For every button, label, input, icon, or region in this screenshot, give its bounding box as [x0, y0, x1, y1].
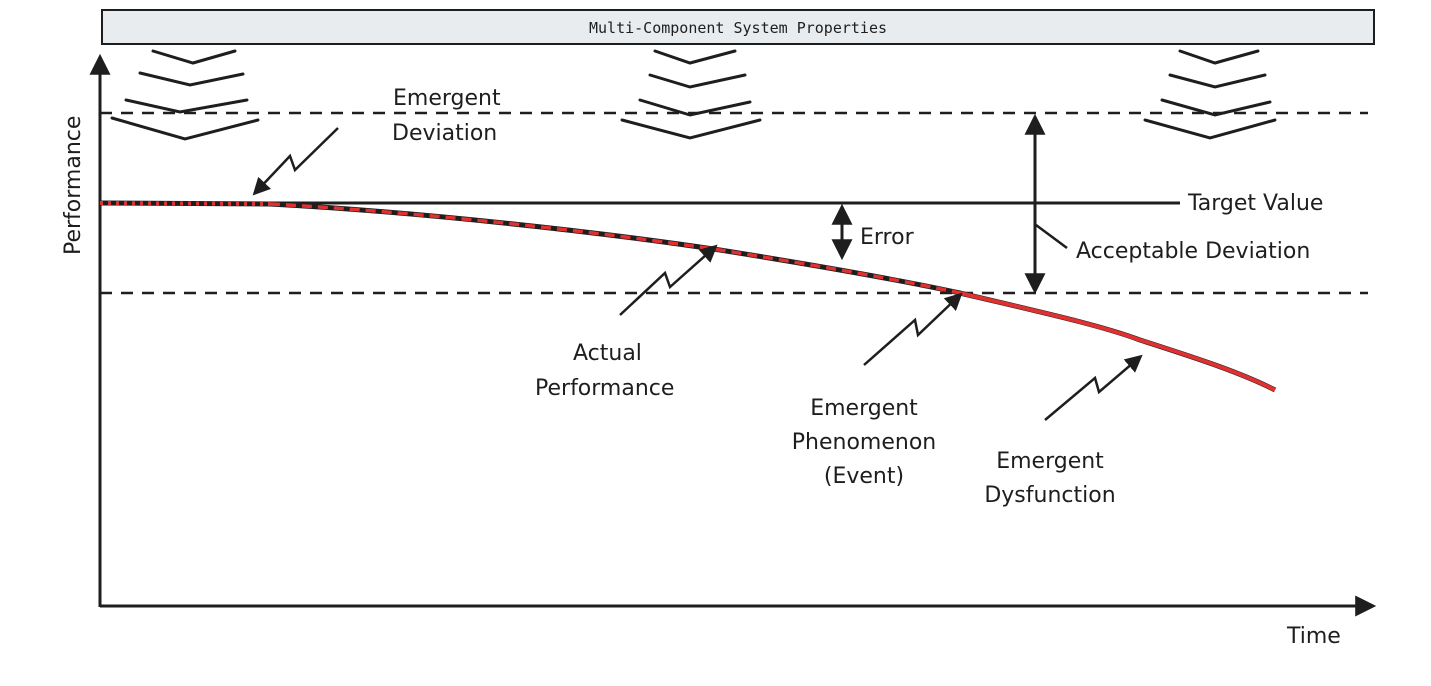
acceptable-deviation-label: Acceptable Deviation: [1076, 239, 1310, 264]
x-axis-label: Time: [1286, 624, 1341, 649]
emergent-dysfunction-label-1: Emergent: [996, 449, 1104, 474]
error-label: Error: [860, 225, 915, 250]
acceptable-deviation-leader: [1035, 223, 1068, 250]
emergent-dysfunction-label-2: Dysfunction: [984, 483, 1115, 508]
emergent-deviation-label-1: Emergent: [393, 86, 501, 111]
target-value-label: Target Value: [1187, 191, 1323, 216]
emergent-phenomenon-label-2: Phenomenon: [792, 430, 936, 455]
actual-performance-curve: [99, 200, 1277, 393]
emergent-phenomenon-label-1: Emergent: [810, 396, 918, 421]
actual-performance-label-1: Actual: [573, 341, 642, 366]
actual-performance-label-2: Performance: [535, 376, 674, 401]
component-chevrons-right: [1143, 49, 1277, 140]
title-bar: Multi-Component System Properties: [101, 9, 1375, 45]
actual-performance-arrow: [619, 244, 718, 316]
emergent-phenomenon-arrow: [863, 292, 963, 366]
emergent-dysfunction-arrow: [1044, 354, 1143, 421]
emergent-phenomenon-label-3: (Event): [824, 464, 904, 489]
emergent-deviation-label-2: Deviation: [392, 121, 497, 146]
title-text: Multi-Component System Properties: [589, 19, 887, 37]
component-chevrons-left: [110, 49, 260, 141]
y-axis-label: Performance: [61, 116, 86, 255]
component-chevrons-middle: [620, 49, 762, 140]
emergent-deviation-arrow: [252, 127, 339, 196]
